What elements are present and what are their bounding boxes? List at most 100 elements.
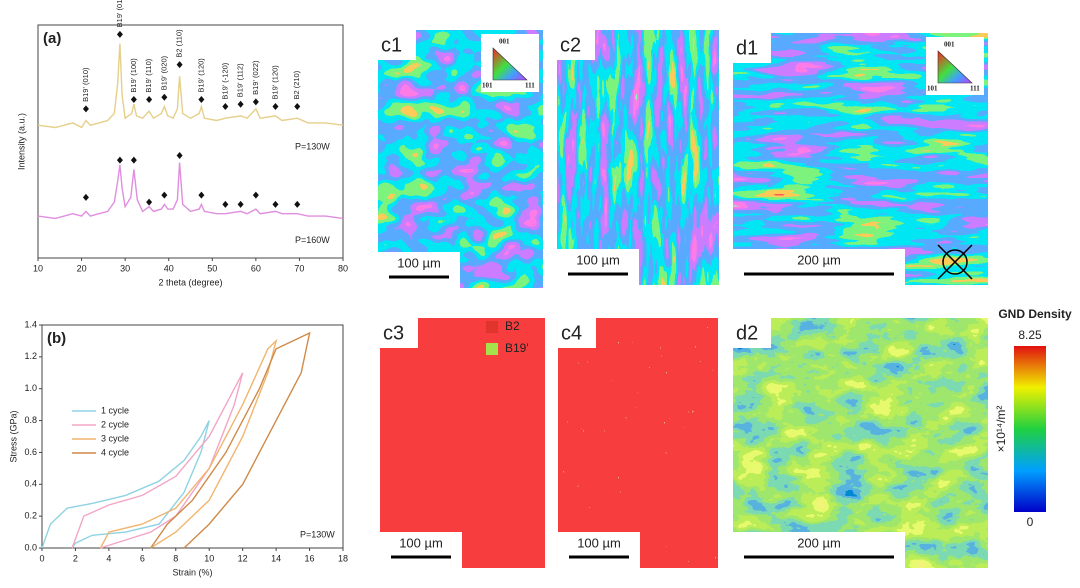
peak-marker (252, 98, 259, 106)
map-label: c1 (381, 34, 402, 56)
peak-marker (198, 96, 205, 104)
ipf-triangle (937, 50, 973, 84)
peak-marker (252, 191, 259, 199)
series-label: P=130W (295, 142, 330, 152)
series-line (41, 420, 210, 549)
y-tick-label: 0.2 (24, 511, 37, 521)
phase-swatch (486, 343, 498, 355)
peak-label: B19' (110) (144, 58, 153, 92)
peak-label: B19' (020) (159, 55, 168, 90)
x-tick-label: 16 (305, 553, 315, 563)
y-tick-label: 0.6 (24, 447, 37, 457)
series-line (37, 162, 344, 220)
scale-box (733, 532, 905, 568)
y-tick-label: 1.2 (24, 351, 37, 361)
x-tick-label: 2 (73, 553, 78, 563)
colorbar-unit: ×10¹⁴/m² (994, 406, 1008, 453)
plot-frame (37, 24, 344, 259)
peak-marker (116, 30, 123, 38)
peak-marker (146, 96, 153, 104)
peak-marker (176, 151, 183, 159)
ipf-label: 001 (944, 41, 955, 49)
label-box (380, 318, 418, 348)
peak-label: B19' (022) (251, 60, 260, 95)
micrograph (558, 318, 718, 568)
label-box (733, 33, 771, 63)
x-tick-label: 0 (39, 553, 44, 563)
ipf-label: 101 (482, 82, 493, 90)
peak-marker (130, 96, 137, 104)
peak-marker (130, 156, 137, 164)
peak-marker (146, 198, 153, 206)
peak-marker (82, 193, 89, 201)
peak-label: B19' (120) (270, 65, 279, 100)
map-label: d2 (736, 322, 758, 344)
x-tick-label: 10 (33, 263, 43, 273)
scale-box (378, 252, 460, 288)
peak-marker (222, 103, 229, 111)
x-axis-title: Strain (%) (172, 567, 212, 577)
ipf-label: 111 (525, 82, 535, 90)
scale-box (380, 532, 462, 568)
legend-label: 3 cycle (101, 433, 129, 443)
ipf-label: 101 (927, 85, 938, 93)
x-tick-label: 40 (164, 263, 174, 273)
x-tick-label: 8 (173, 553, 178, 563)
peak-marker (237, 100, 244, 108)
map-label: c3 (383, 322, 404, 344)
legend-label: 1 cycle (101, 405, 129, 415)
peak-label: B19' (010) (81, 67, 90, 102)
colorbar (1014, 346, 1046, 512)
peak-marker (161, 93, 168, 101)
plot-frame (41, 324, 344, 549)
phase-label: B2 (505, 319, 520, 333)
peak-label: B2 (210) (292, 70, 301, 99)
scale-text: 100 µm (577, 535, 621, 550)
y-tick-label: 0.4 (24, 479, 37, 489)
ipf-triangle (492, 47, 528, 81)
panel-label: (b) (47, 330, 66, 347)
x-tick-label: 20 (77, 263, 87, 273)
scale-text: 200 µm (797, 252, 841, 267)
peak-marker (161, 191, 168, 199)
x-axis-title: 2 theta (degree) (158, 277, 222, 287)
peak-marker (198, 191, 205, 199)
label-box (557, 30, 595, 60)
figure-layer: 10 20 30 40 50 60 70 802 theta (degree)Intensit… (8, 0, 1072, 577)
series-line (37, 43, 344, 129)
peak-label: B19' (011) (115, 0, 124, 27)
y-tick-label: 1.0 (24, 383, 37, 393)
peak-marker (176, 61, 183, 69)
map-label: d1 (736, 37, 758, 59)
peak-marker (237, 200, 244, 208)
ipf-box (481, 34, 539, 92)
series-label: P=160W (295, 235, 330, 245)
micrograph (733, 318, 988, 568)
x-tick-label: 30 (120, 263, 130, 273)
x-tick-label: 18 (338, 553, 348, 563)
axes-icon (937, 244, 973, 280)
map-label: c2 (560, 34, 581, 56)
y-tick-label: 1.4 (24, 319, 37, 329)
x-tick-label: 4 (106, 553, 111, 563)
peak-label: B19' (120) (196, 58, 205, 93)
scale-box (558, 532, 640, 568)
ipf-label: 001 (499, 38, 510, 46)
peak-label: B19' (112) (236, 63, 245, 97)
condition-note: P=130W (300, 529, 335, 539)
peak-marker (82, 105, 89, 113)
colorbar-title: GND Density (998, 307, 1072, 321)
scale-text: 100 µm (397, 255, 441, 270)
x-tick-label: 6 (140, 553, 145, 563)
scale-text: 100 µm (576, 252, 620, 267)
scale-text: 200 µm (797, 535, 841, 550)
scale-box (557, 249, 639, 285)
y-tick-label: 0.8 (24, 415, 37, 425)
x-tick-label: 70 (294, 263, 304, 273)
label-box (558, 318, 596, 348)
series-line (150, 331, 311, 549)
colorbar-min: 0 (1027, 515, 1034, 529)
label-box (378, 30, 416, 60)
x-tick-label: 60 (251, 263, 261, 273)
